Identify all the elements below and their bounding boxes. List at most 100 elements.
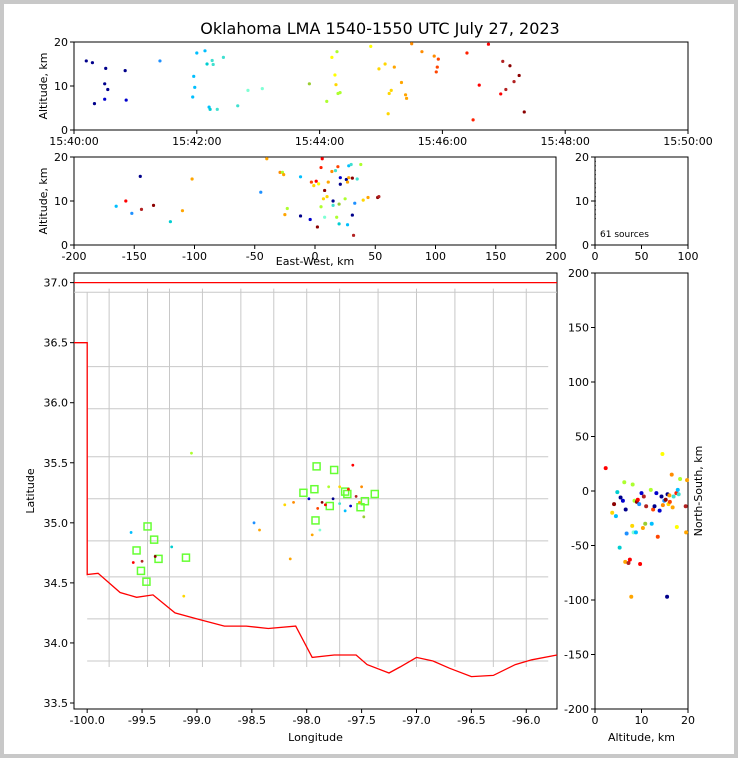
ns_height-ytick-label: 100 <box>568 376 589 389</box>
time_height-source-point <box>211 62 215 67</box>
plan_view-source-point <box>343 509 347 513</box>
ns_height-xtick-label: 10 <box>635 714 649 727</box>
plan_view-source-point <box>316 507 320 510</box>
time_height-source-point <box>465 51 469 55</box>
time_height-source-point <box>90 61 95 65</box>
time-height-ylabel: Altitude, km <box>37 52 50 119</box>
time_height-source-point <box>522 110 526 114</box>
plan_view-source-point <box>323 503 327 507</box>
ew_height-source-point <box>337 202 341 206</box>
ew_height-source-point <box>323 215 327 219</box>
time_height-source-point <box>205 62 209 66</box>
ew_height-source-point <box>308 217 312 222</box>
ew_height-source-point <box>350 176 354 180</box>
plan_view-ytick-label: 33.5 <box>44 697 69 710</box>
ns_height-source-point <box>615 490 620 495</box>
plan_view-source-point <box>338 502 342 506</box>
time_height-source-point <box>387 91 391 96</box>
ew_height-xtick-label: -150 <box>122 250 147 263</box>
lma-station-marker <box>154 554 163 564</box>
north-south-ylabel: North-South, km <box>692 446 705 537</box>
ns_height-frame <box>594 272 689 710</box>
lma-station-marker <box>356 502 365 512</box>
ns_height-source-point <box>627 557 632 562</box>
plan_view-source-point <box>347 487 350 491</box>
ew_height-source-point <box>326 180 330 184</box>
histogram-xtick-label: 0 <box>592 250 599 263</box>
time_height-xtick-label: 15:46:00 <box>418 135 467 148</box>
ns_height-source-point <box>674 524 679 529</box>
ew_height-source-point <box>168 220 172 224</box>
ew_height-source-point <box>114 204 118 208</box>
ns_height-source-point <box>635 497 640 502</box>
plan_view-source-point <box>331 497 335 501</box>
ew_height-source-point <box>366 195 370 200</box>
time_height-source-point <box>434 70 438 74</box>
ew_height-source-point <box>361 198 365 202</box>
plan_view-ytick-label: 35.0 <box>44 517 69 530</box>
ew_height-source-point <box>343 197 347 201</box>
ew_height-source-point <box>312 184 316 188</box>
ns_height-source-point <box>624 531 629 536</box>
time_height-source-point <box>383 62 387 66</box>
plan-view-map-panel: -100.0 -99.5 -99.0 -98.5 -98.0 -97.5 -97.0 -96.… <box>24 272 558 744</box>
ew_height-source-point <box>349 162 353 167</box>
ns_height-source-point <box>633 530 638 535</box>
time_height-source-point <box>208 107 212 111</box>
time_height-source-point <box>435 65 439 69</box>
ns_height-source-point <box>641 494 646 499</box>
north-south-height-panel: 0 10 20 -200 -150 -100 -50 0 50 100 150 200 Altitude… <box>564 267 705 744</box>
ns_height-source-point <box>623 559 628 564</box>
ew_height-source-point <box>337 222 341 226</box>
ns_height-source-point <box>613 514 618 519</box>
ns_height-source-point <box>630 482 635 487</box>
ns_height-source-point <box>685 478 690 483</box>
plan_view-source-point <box>182 594 186 598</box>
lma-station-marker <box>311 516 320 525</box>
ns_height-source-point <box>623 507 628 512</box>
plan_view-source-point <box>258 528 261 532</box>
time_height-source-point <box>504 87 508 92</box>
ew_height-source-point <box>319 165 323 170</box>
plan_view-xtick-label: -100.0 <box>69 714 104 727</box>
ns_height-source-point <box>660 503 665 508</box>
lma-station-marker <box>325 501 335 511</box>
ew_height-source-point <box>338 176 342 180</box>
plan_view-source-point <box>292 501 295 504</box>
plan_view-source-point <box>320 501 324 504</box>
figure-title: Oklahoma LMA 1540-1550 UTC July 27, 2023 <box>200 19 559 38</box>
plan_view-xtick-label: -97.0 <box>402 714 430 727</box>
ew_height-source-point <box>283 213 287 217</box>
ns_height-source-point <box>639 491 644 496</box>
ew_height-xtick-label: 200 <box>546 250 567 263</box>
time_height-source-point <box>325 99 329 103</box>
time_height-source-point <box>333 73 337 77</box>
time_height-source-point <box>191 95 195 99</box>
ns_height-source-point <box>643 521 648 526</box>
time_height-source-point <box>420 50 424 54</box>
ew_height-source-point <box>331 199 335 203</box>
time_height-source-point <box>369 44 373 49</box>
time_height-source-point <box>124 98 128 102</box>
plan_view-ytick-label: 37.0 <box>44 277 69 290</box>
plan_view-source-point <box>283 503 287 507</box>
plan_view-source-point <box>318 528 322 532</box>
ew_height-source-point <box>130 211 134 215</box>
ew_height-source-point <box>377 195 381 199</box>
time_height-source-point <box>334 83 338 87</box>
lma-station-marker <box>343 489 352 499</box>
ew_height-source-point <box>139 207 144 211</box>
ew_height-source-point <box>319 205 323 209</box>
ns_height-xtick-label: 0 <box>592 714 599 727</box>
ew_height-xtick-label: -50 <box>246 250 264 263</box>
ew_height-source-point <box>151 203 156 207</box>
ew_height-source-point <box>347 164 351 168</box>
lma-station-marker <box>143 522 152 531</box>
lma-station-marker <box>370 489 380 499</box>
ns_height-source-point <box>667 493 672 498</box>
time_height-source-point <box>517 73 521 78</box>
altitude-histogram-panel: 0 50 100 0 10 20 61 sources <box>575 151 699 263</box>
time_height-xtick-label: 15:50:00 <box>663 135 712 148</box>
time_height-xtick-label: 15:48:00 <box>540 135 589 148</box>
ns_height-source-point <box>637 502 642 507</box>
